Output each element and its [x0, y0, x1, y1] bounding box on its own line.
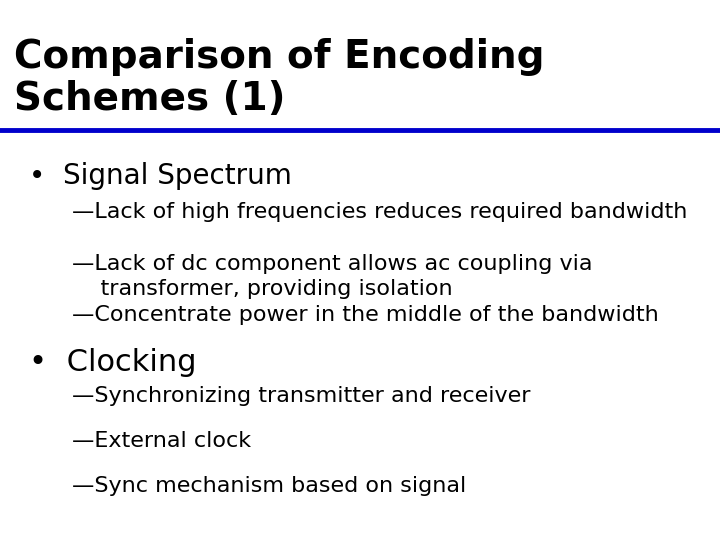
Text: —External clock: —External clock [72, 431, 251, 451]
Text: —Lack of dc component allows ac coupling via
    transformer, providing isolatio: —Lack of dc component allows ac coupling… [72, 254, 593, 299]
Text: —Synchronizing transmitter and receiver: —Synchronizing transmitter and receiver [72, 386, 531, 406]
Text: Comparison of Encoding
Schemes (1): Comparison of Encoding Schemes (1) [14, 38, 545, 118]
Text: —Sync mechanism based on signal: —Sync mechanism based on signal [72, 476, 467, 496]
Text: —Concentrate power in the middle of the bandwidth: —Concentrate power in the middle of the … [72, 305, 659, 325]
Text: •  Signal Spectrum: • Signal Spectrum [29, 162, 292, 190]
Text: —Lack of high frequencies reduces required bandwidth: —Lack of high frequencies reduces requir… [72, 202, 688, 222]
Text: •  Clocking: • Clocking [29, 348, 197, 377]
